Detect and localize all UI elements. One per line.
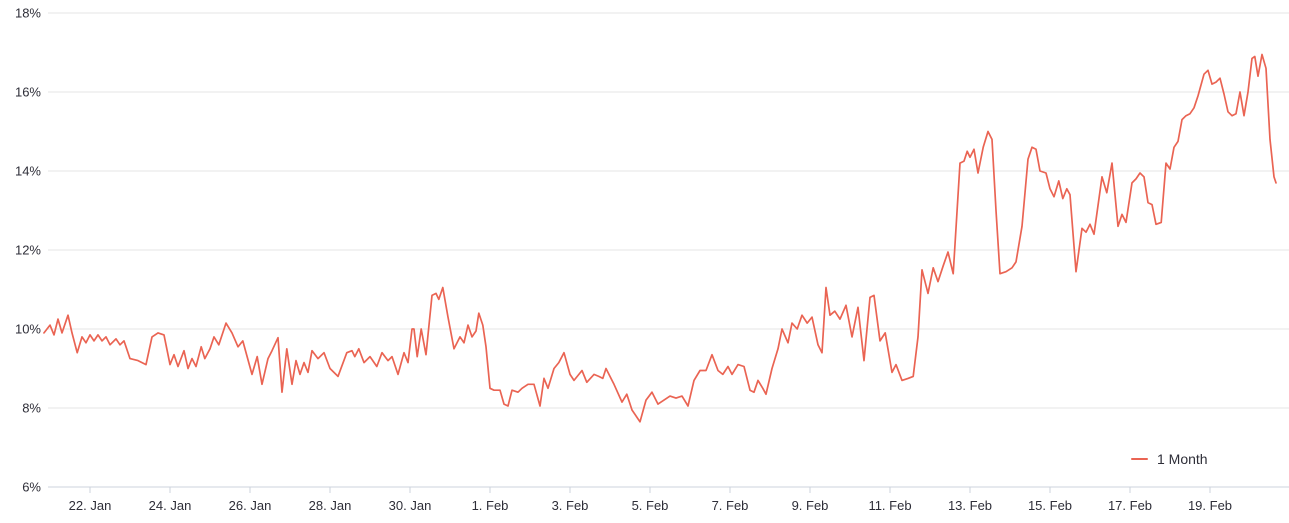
x-tick-label: 5. Feb — [632, 498, 669, 513]
y-tick-label: 8% — [22, 401, 41, 416]
x-axis: 22. Jan 24. Jan 26. Jan 28. Jan 30. Jan 1. Fe… — [69, 487, 1232, 513]
x-tick-label: 28. Jan — [309, 498, 352, 513]
x-tick-label: 11. Feb — [868, 498, 911, 513]
y-tick-label: 12% — [15, 243, 41, 258]
x-tick-label: 22. Jan — [69, 498, 112, 513]
y-tick-label: 6% — [22, 480, 41, 495]
x-tick-label: 24. Jan — [149, 498, 192, 513]
x-tick-label: 15. Feb — [1028, 498, 1072, 513]
x-tick-label: 30. Jan — [389, 498, 432, 513]
series-line-1-month[interactable] — [43, 53, 1277, 423]
x-tick-label: 17. Feb — [1108, 498, 1152, 513]
x-tick-label: 1. Feb — [472, 498, 509, 513]
y-axis-labels: 18% 16% 14% 12% 10% 8% 6% — [15, 6, 41, 495]
y-tick-label: 16% — [15, 85, 41, 100]
y-gridlines — [48, 12, 1289, 488]
x-tick-label: 3. Feb — [552, 498, 589, 513]
x-tick-label: 13. Feb — [948, 498, 992, 513]
x-tick-label: 19. Feb — [1188, 498, 1232, 513]
series-group — [43, 53, 1277, 423]
y-tick-label: 18% — [15, 6, 41, 21]
x-tick-label: 26. Jan — [229, 498, 272, 513]
legend-line-icon — [1131, 458, 1148, 460]
legend-item-1-month[interactable]: 1 Month — [1131, 451, 1208, 467]
y-tick-label: 14% — [15, 164, 41, 179]
x-tick-label: 9. Feb — [792, 498, 829, 513]
legend-label: 1 Month — [1157, 451, 1208, 467]
y-tick-label: 10% — [15, 322, 41, 337]
x-tick-label: 7. Feb — [712, 498, 749, 513]
